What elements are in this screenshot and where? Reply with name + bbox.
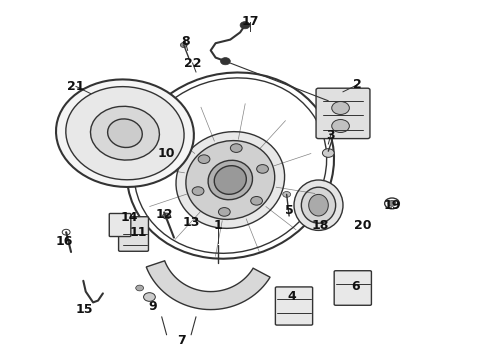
Circle shape [251,197,263,205]
FancyBboxPatch shape [275,287,313,325]
Ellipse shape [176,132,285,228]
Text: 19: 19 [383,199,401,212]
Circle shape [136,285,144,291]
Circle shape [322,149,334,157]
Text: 1: 1 [214,219,222,231]
Circle shape [219,208,230,216]
Ellipse shape [309,194,328,216]
Text: 10: 10 [158,147,175,159]
Ellipse shape [91,106,159,160]
Text: 13: 13 [182,216,200,229]
Text: 8: 8 [181,35,190,48]
Ellipse shape [66,87,184,180]
Text: 3: 3 [326,129,335,141]
FancyBboxPatch shape [334,271,371,305]
Circle shape [192,187,204,195]
Text: 15: 15 [75,303,93,316]
Text: 22: 22 [184,57,201,69]
Circle shape [257,165,269,173]
Circle shape [198,155,210,163]
Text: 21: 21 [67,80,85,93]
Circle shape [163,213,171,219]
Text: 18: 18 [311,219,329,231]
Ellipse shape [301,187,336,223]
Circle shape [388,201,396,206]
Text: 20: 20 [354,219,371,231]
Circle shape [180,42,187,48]
FancyBboxPatch shape [109,213,131,237]
Polygon shape [146,261,270,310]
Ellipse shape [56,80,194,187]
Text: 11: 11 [129,226,147,239]
Text: 4: 4 [287,291,296,303]
Text: 14: 14 [120,211,138,224]
Circle shape [283,192,291,197]
FancyBboxPatch shape [119,217,148,251]
FancyBboxPatch shape [316,88,370,139]
Circle shape [332,120,349,132]
Ellipse shape [186,141,275,219]
Text: 17: 17 [241,15,259,28]
Ellipse shape [208,160,252,200]
Ellipse shape [108,119,142,148]
Text: 16: 16 [56,235,74,248]
Text: 5: 5 [285,204,294,217]
Circle shape [230,144,242,152]
Circle shape [144,293,155,301]
Text: 9: 9 [148,300,157,312]
Circle shape [240,22,250,29]
Circle shape [220,58,230,65]
Text: 12: 12 [156,208,173,221]
Ellipse shape [214,166,246,194]
Ellipse shape [294,180,343,230]
Circle shape [332,102,349,114]
Text: 6: 6 [351,280,360,293]
Text: 7: 7 [177,334,186,347]
Text: 2: 2 [353,78,362,91]
